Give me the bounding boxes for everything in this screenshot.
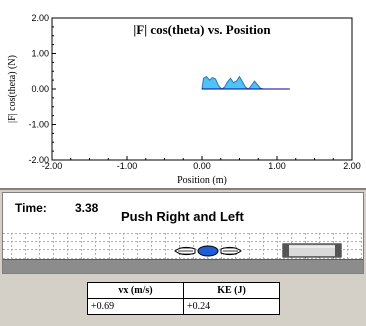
readout-table: vx (m/s) KE (J) +0.69 +0.24 [87, 282, 280, 315]
graph-panel: 2.00 1.00 0.00 -1.00 -2.00 -2.00 -1.00 0.00 1.0… [0, 0, 366, 190]
simulation-panel: Time: 3.38 Push Right and Left [2, 192, 364, 274]
y-tick-label: 0.00 [31, 84, 49, 94]
force-position-chart: 2.00 1.00 0.00 -1.00 -2.00 -2.00 -1.00 0.00 1.0… [7, 13, 361, 186]
readout-header-row: vx (m/s) KE (J) [87, 282, 280, 299]
action-label: Push Right and Left [121, 209, 244, 224]
cart-with-hands-icon[interactable] [173, 243, 243, 259]
graph-title: |F| cos(theta) vs. Position [133, 22, 271, 37]
vx-value: +0.69 [87, 298, 184, 315]
x-tick-label: 1.00 [268, 161, 286, 171]
time-value: 3.38 [75, 201, 99, 215]
x-axis-label: Position (m) [177, 175, 227, 186]
y-tick-label: 1.00 [31, 49, 49, 59]
ke-value: +0.24 [183, 298, 280, 315]
x-tick-label: -2.00 [42, 161, 63, 171]
x-tick-label: -1.00 [117, 161, 138, 171]
y-tick-label: 2.00 [31, 13, 49, 23]
y-axis-label: |F| cos(theta) (N) [7, 55, 18, 123]
track [3, 259, 363, 273]
vx-header: vx (m/s) [87, 282, 184, 299]
y-tick-label: -2.00 [28, 155, 49, 165]
ke-header: KE (J) [183, 282, 280, 299]
x-tick-label: 0.00 [193, 161, 211, 171]
y-tick-label: -1.00 [28, 120, 49, 130]
time-label: Time: [15, 201, 47, 215]
x-tick-label: 2.00 [343, 161, 361, 171]
bumper-icon [282, 243, 342, 258]
readout-value-row: +0.69 +0.24 [87, 298, 280, 315]
